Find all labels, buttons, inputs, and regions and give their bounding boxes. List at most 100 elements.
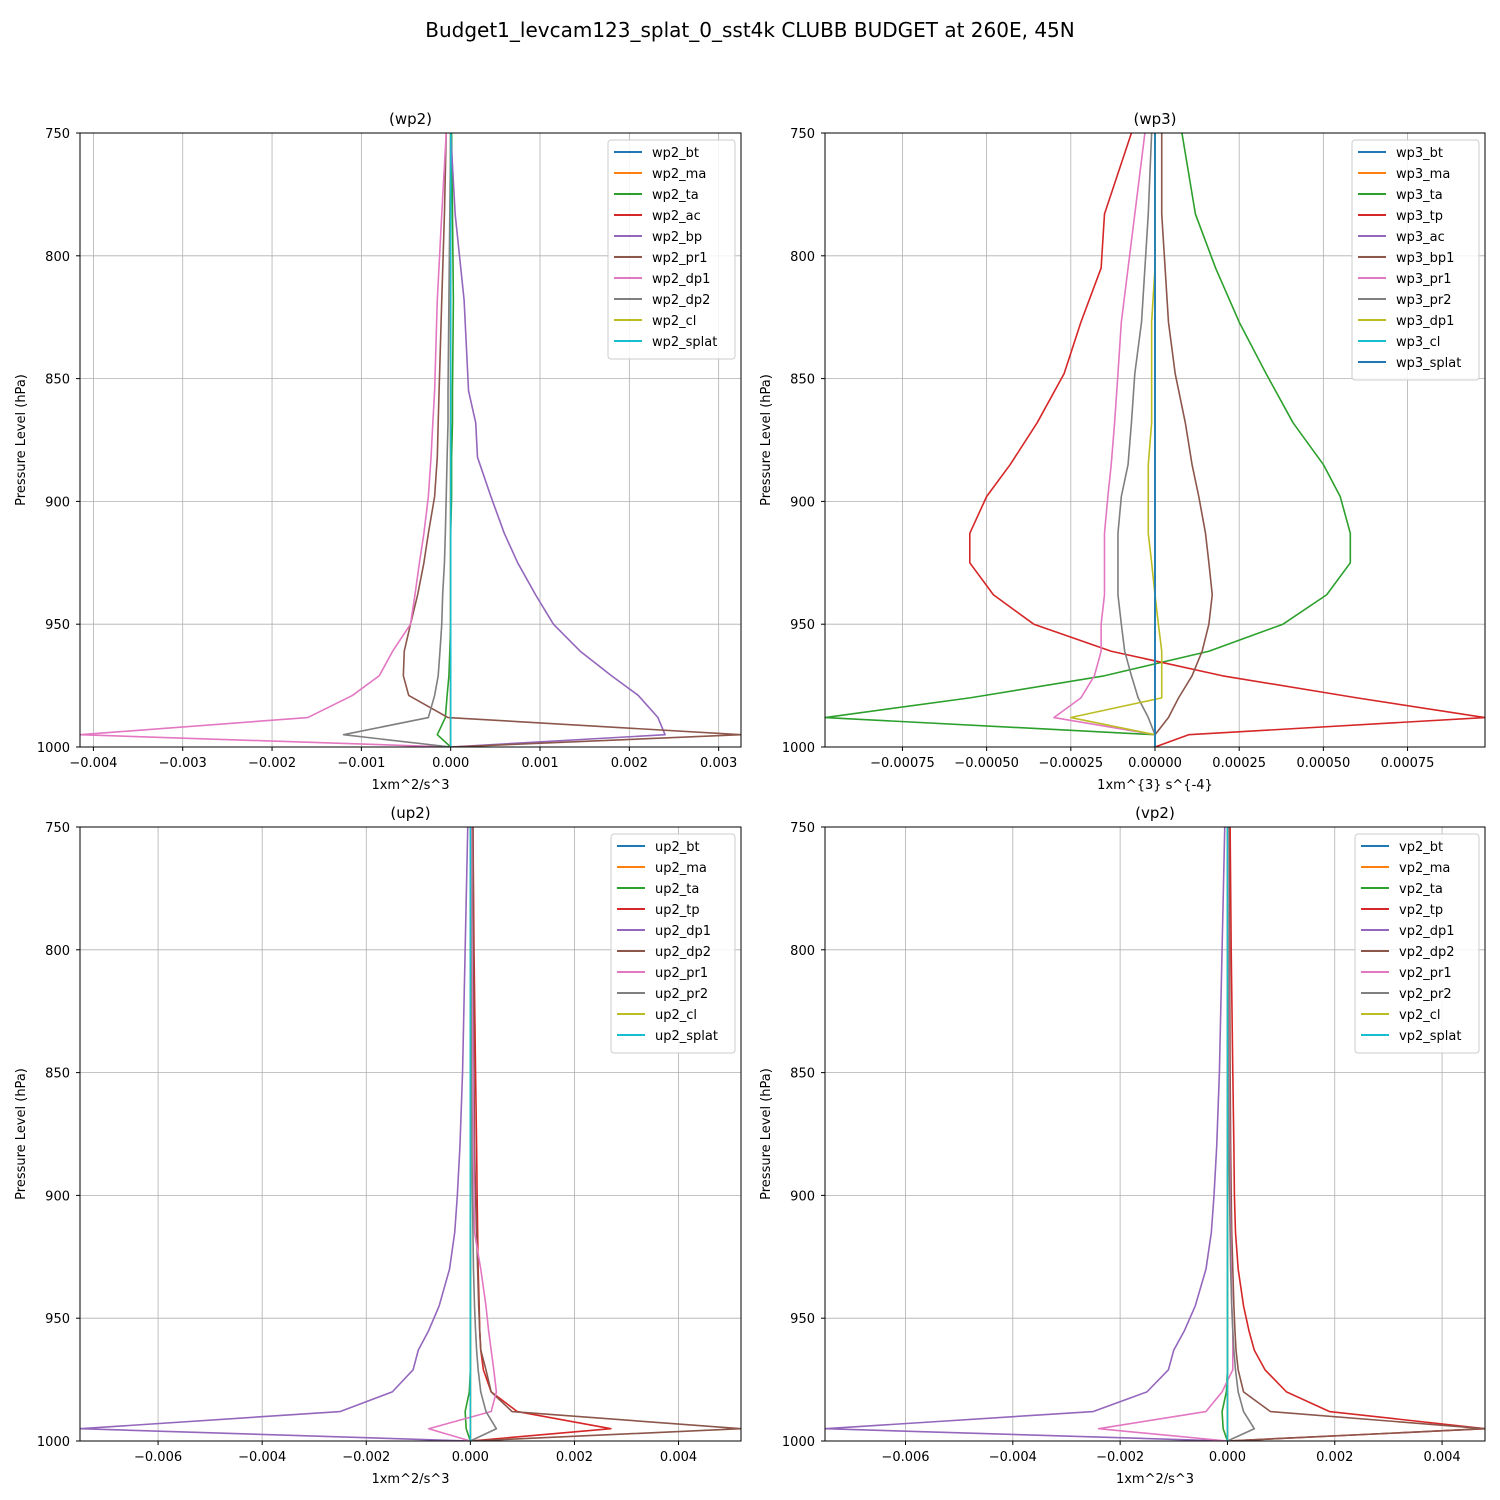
x-tick-label: −0.004 [69,756,117,771]
series-group [825,133,1485,747]
y-axis-label: Pressure Level (hPa) [14,1068,29,1200]
y-axis-label: Pressure Level (hPa) [759,1068,774,1200]
y-tick-label: 1000 [37,741,70,756]
x-tick-label: 0.000 [1209,1450,1246,1465]
x-tick-label: −0.002 [248,756,296,771]
legend-label: up2_ta [655,882,699,897]
legend-label: wp3_splat [1396,356,1461,371]
x-tick-label: 0.004 [660,1450,697,1465]
y-tick-label: 900 [45,1189,70,1204]
x-axis-label: 1xm^2/s^3 [371,778,449,793]
legend-label: up2_pr2 [655,987,708,1002]
legend: vp2_bt vp2_ma vp2_ta vp2_tp vp2_dp1 vp2_dp2vp… [1354,833,1480,1054]
x-tick-label: 0.002 [556,1450,593,1465]
series-line-wp3_tp [968,133,1485,747]
y-tick-label: 950 [45,618,70,633]
legend-label: wp3_tp [1396,209,1443,224]
legend-label: up2_bt [655,840,700,855]
x-tick-label: 0.00050 [1296,756,1350,771]
legend-label: wp3_ma [1396,167,1450,182]
y-tick-label: 800 [45,250,70,265]
x-tick-label: −0.00050 [954,756,1019,771]
legend-label: vp2_pr2 [1399,987,1452,1002]
panel-title: (wp3) [1133,110,1176,128]
y-tick-label: 750 [45,821,70,836]
y-tick-label: 1000 [37,1435,70,1450]
series-group [80,827,741,1441]
legend: wp2_bt wp2_ma wp2_ta wp2_ac wp2_bp wp2_pr1 wp2… [607,139,736,360]
series-line-vp2_dp1 [825,827,1228,1441]
y-axis-label: Pressure Level (hPa) [759,374,774,506]
legend-label: wp2_dp1 [652,272,710,287]
legend-label: wp3_bp1 [1396,251,1454,266]
y-tick-label: 950 [45,1312,70,1327]
legend-label: wp3_dp1 [1396,314,1454,329]
x-tick-label: −0.002 [1096,1450,1144,1465]
legend-label: wp2_ac [652,209,701,224]
legend-label: wp2_ta [652,188,699,203]
x-tick-label: 0.000 [432,756,469,771]
legend-label: wp3_ac [1396,230,1445,245]
y-tick-label: 750 [790,821,815,836]
legend-label: up2_dp2 [655,945,711,960]
x-axis-label: 1xm^{3} s^{-4} [1097,778,1213,793]
x-tick-label: 0.00025 [1212,756,1266,771]
legend-label: up2_cl [655,1008,697,1023]
x-tick-label: 0.00000 [1128,756,1182,771]
y-axis-label: Pressure Level (hPa) [14,374,29,506]
y-tick-label: 950 [790,618,815,633]
legend-label: wp2_cl [652,314,696,329]
panel-title: (vp2) [1135,804,1175,822]
legend-label: wp3_bt [1396,146,1443,161]
plot-frame [79,132,742,748]
series-line-up2_dp2 [470,827,741,1441]
legend-label: wp2_splat [652,335,717,350]
series-line-vp2_dp2 [1227,827,1485,1441]
panel-title: (wp2) [389,110,432,128]
legend-label: wp2_pr1 [652,251,708,266]
legend-label: vp2_ta [1399,882,1443,897]
x-tick-label: −0.002 [342,1450,390,1465]
series-line-wp3_dp1 [1070,133,1163,747]
x-axis-label: 1xm^2/s^3 [371,1472,449,1487]
chart-panel-3: −0.006 −0.004 −0.002 0.000 0.002 0.004 750 800 8… [759,804,1486,1487]
plot-frame [824,826,1486,1442]
y-tick-label: 850 [45,373,70,388]
legend-label: wp2_dp2 [652,293,710,308]
x-tick-label: 0.000 [452,1450,489,1465]
x-tick-label: −0.00025 [1038,756,1103,771]
series-line-wp3_pr2 [1117,133,1156,747]
y-tick-label: 800 [790,250,815,265]
y-tick-label: 900 [790,495,815,510]
y-tick-label: 800 [45,944,70,959]
x-tick-label: −0.003 [159,756,207,771]
series-line-wp3_ta [825,133,1352,747]
legend-label: up2_pr1 [655,966,708,981]
series-line-wp2_dp1 [80,133,451,747]
y-tick-label: 850 [790,1067,815,1082]
chart-panel-2: −0.006 −0.004 −0.002 0.000 0.002 0.004 750 800 8… [14,804,742,1487]
x-tick-label: 0.001 [521,756,558,771]
series-group [825,827,1485,1441]
y-tick-label: 750 [790,127,815,142]
legend-label: vp2_pr1 [1399,966,1452,981]
legend-label: vp2_ma [1399,861,1450,876]
legend: up2_bt up2_ma up2_ta up2_tp up2_dp1 up2_dp2up… [610,833,736,1054]
series-line-wp2_bp [449,133,666,747]
series-line-wp3_bp1 [1154,133,1214,747]
x-tick-label: 0.003 [700,756,737,771]
x-tick-label: 0.002 [611,756,648,771]
series-group [80,133,741,747]
x-tick-label: −0.004 [989,1450,1037,1465]
x-tick-label: 0.00075 [1381,756,1435,771]
chart-panel-0: −0.004 −0.003 −0.002 −0.001 0.000 0.001 0.002 0… [14,110,742,793]
series-line-vp2_pr2 [1226,827,1256,1441]
legend: wp3_bt wp3_ma wp3_ta wp3_tp wp3_ac wp3_bp1 wp3… [1351,139,1480,381]
x-tick-label: −0.001 [337,756,385,771]
legend-label: vp2_tp [1399,903,1443,918]
legend-label: up2_tp [655,903,700,918]
plot-frame [79,826,742,1442]
legend-label: wp3_cl [1396,335,1440,350]
legend-label: wp3_pr2 [1396,293,1452,308]
series-line-up2_pr1 [427,827,498,1441]
